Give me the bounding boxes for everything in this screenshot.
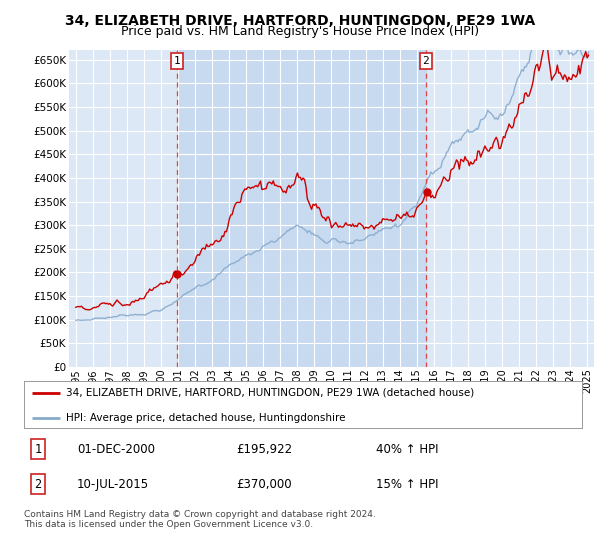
Text: 40% ↑ HPI: 40% ↑ HPI — [376, 442, 438, 456]
Text: 34, ELIZABETH DRIVE, HARTFORD, HUNTINGDON, PE29 1WA (detached house): 34, ELIZABETH DRIVE, HARTFORD, HUNTINGDO… — [66, 388, 474, 398]
Text: HPI: Average price, detached house, Huntingdonshire: HPI: Average price, detached house, Hunt… — [66, 413, 346, 423]
Text: £370,000: £370,000 — [236, 478, 292, 491]
Text: 01-DEC-2000: 01-DEC-2000 — [77, 442, 155, 456]
Text: Price paid vs. HM Land Registry's House Price Index (HPI): Price paid vs. HM Land Registry's House … — [121, 25, 479, 38]
Text: Contains HM Land Registry data © Crown copyright and database right 2024.
This d: Contains HM Land Registry data © Crown c… — [24, 510, 376, 529]
Bar — [176, 50, 426, 367]
Text: 2: 2 — [422, 56, 430, 66]
Text: 15% ↑ HPI: 15% ↑ HPI — [376, 478, 438, 491]
Text: 34, ELIZABETH DRIVE, HARTFORD, HUNTINGDON, PE29 1WA: 34, ELIZABETH DRIVE, HARTFORD, HUNTINGDO… — [65, 14, 535, 28]
Text: 10-JUL-2015: 10-JUL-2015 — [77, 478, 149, 491]
Text: 1: 1 — [34, 442, 41, 456]
Text: £195,922: £195,922 — [236, 442, 292, 456]
Text: 1: 1 — [173, 56, 180, 66]
Text: 2: 2 — [34, 478, 41, 491]
